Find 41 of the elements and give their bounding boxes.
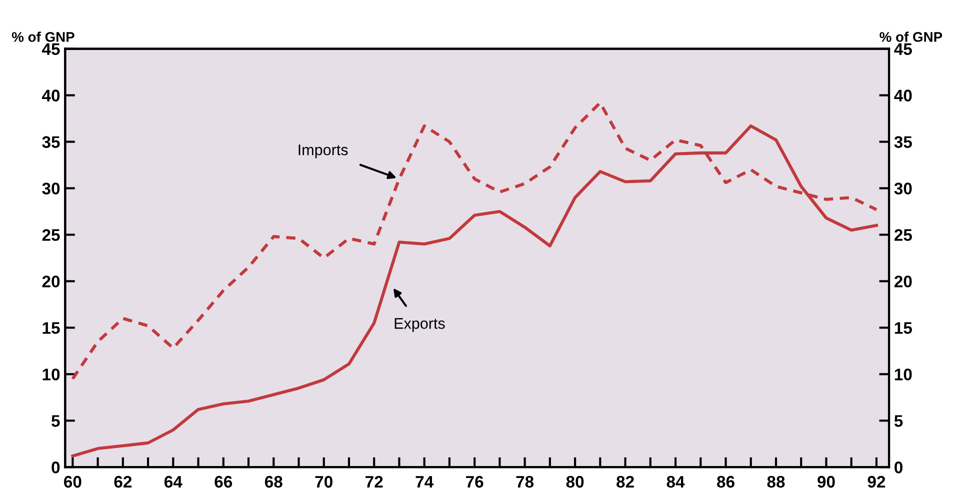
x-tick-label: 76 — [466, 476, 484, 488]
y-tick-label: 0 — [52, 462, 60, 474]
x-tick-label: 92 — [868, 476, 886, 488]
y-tick-label: 15 — [42, 322, 60, 334]
y-tick-label: 30 — [42, 182, 60, 194]
x-tick-label: 60 — [64, 476, 82, 488]
y2-tick-label: 25 — [894, 229, 912, 241]
y2-tick-label: 40 — [894, 90, 912, 102]
y2-tick-label: 35 — [894, 136, 912, 148]
y-tick-label: 5 — [52, 415, 60, 427]
x-tick-label: 90 — [818, 476, 835, 488]
y-axis-title: % of GNP — [12, 32, 74, 42]
annotation: Exports — [394, 318, 445, 332]
y2-tick-label: 10 — [894, 368, 912, 380]
y2-tick-label: 20 — [894, 276, 912, 288]
y-tick-label: 45 — [42, 43, 60, 56]
x-tick-label: 68 — [264, 476, 282, 488]
y2-tick-label: 0 — [894, 462, 902, 474]
x-tick-label: 80 — [566, 476, 584, 488]
y-tick-label: 35 — [42, 136, 60, 148]
x-tick-label: 88 — [767, 476, 785, 488]
annotation: Imports — [298, 144, 348, 158]
x-tick-label: 74 — [416, 476, 434, 488]
y2-tick-label: 45 — [894, 43, 912, 56]
x-tick-label: 62 — [114, 476, 132, 488]
y2-axis-title: % of GNP — [880, 32, 942, 42]
y2-tick-label: 5 — [894, 415, 903, 427]
y-tick-label: 10 — [42, 368, 60, 380]
x-tick-label: 86 — [717, 476, 734, 488]
x-tick-label: 70 — [315, 476, 332, 488]
y2-tick-label: 15 — [894, 322, 912, 334]
x-tick-label: 64 — [164, 476, 182, 488]
x-tick-label: 84 — [666, 476, 685, 488]
y-tick-label: 25 — [42, 229, 60, 241]
x-tick-label: 78 — [516, 476, 534, 488]
x-tick-label: 66 — [214, 476, 232, 488]
x-tick-label: 82 — [616, 476, 634, 488]
x-tick-label: 72 — [366, 476, 383, 488]
y2-tick-label: 30 — [894, 182, 912, 194]
y-tick-label: 40 — [42, 90, 60, 102]
y-tick-label: 20 — [42, 276, 60, 288]
